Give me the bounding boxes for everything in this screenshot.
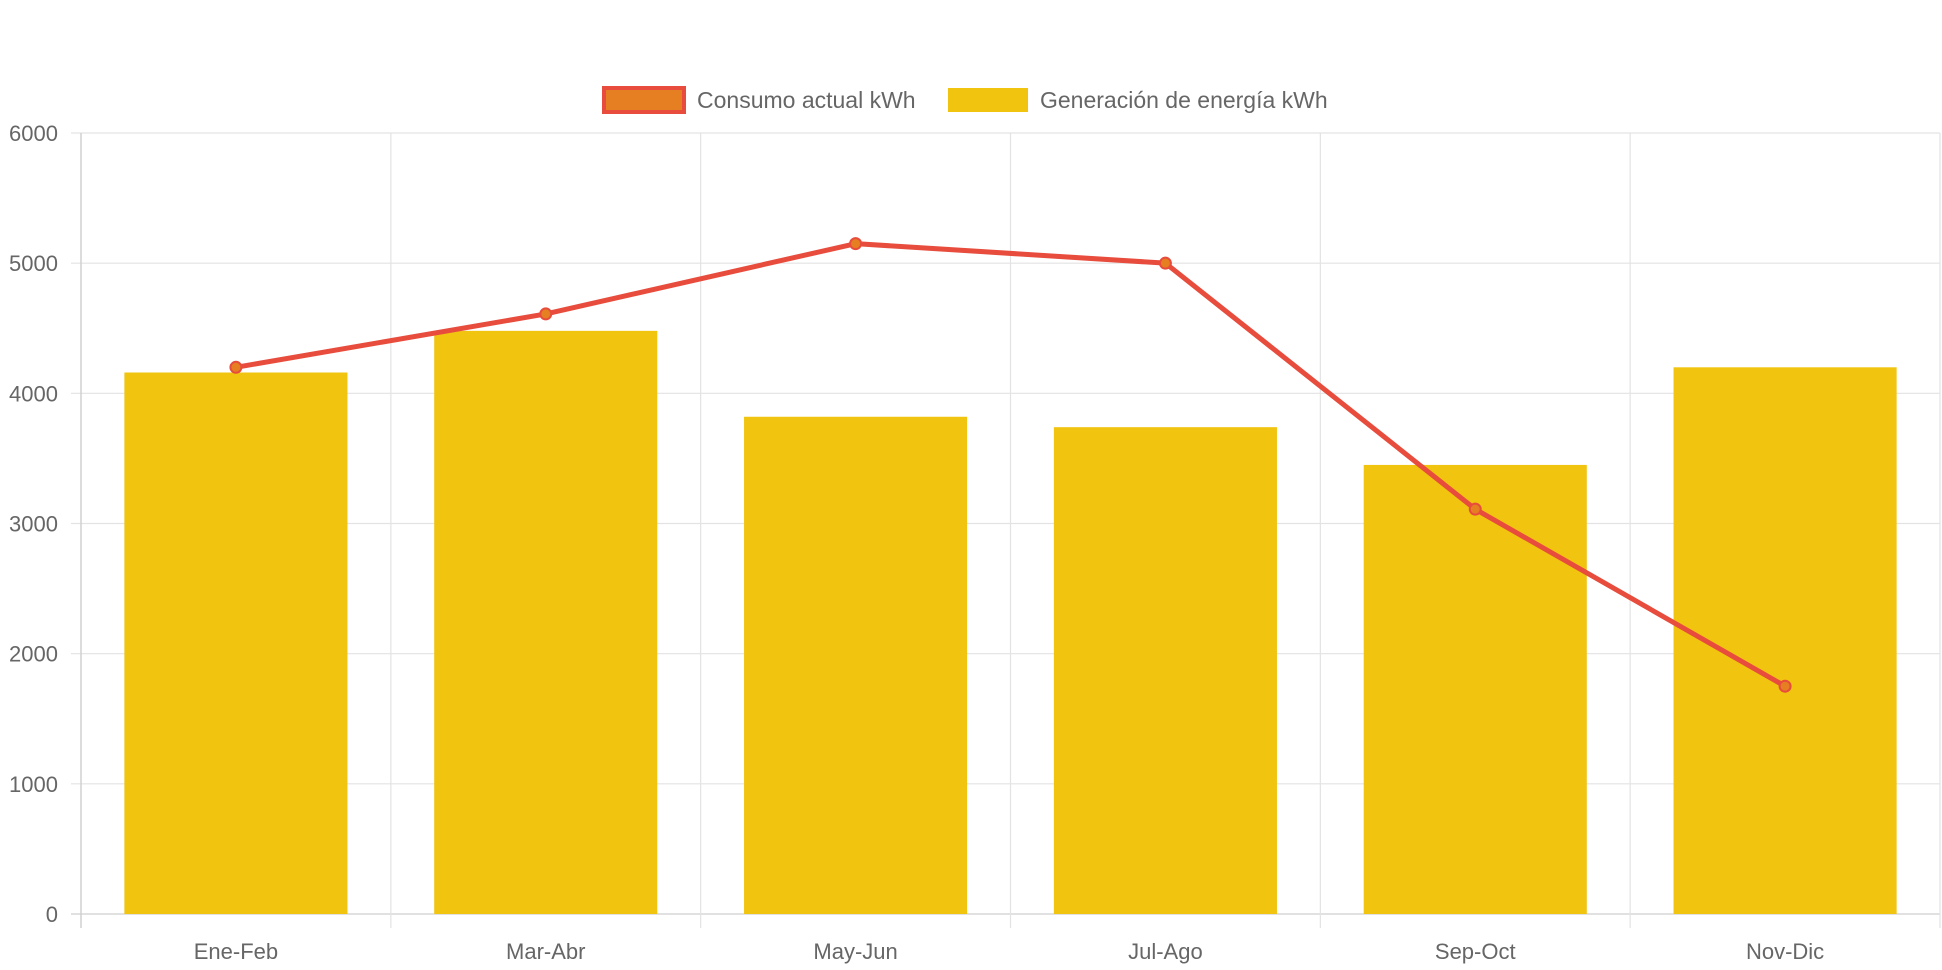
bar-generacion[interactable] [434,330,658,914]
line-layer [229,237,1792,693]
legend-label-generacion[interactable]: Generación de energía kWh [1040,87,1328,113]
bar-generacion[interactable] [1673,367,1897,914]
point-consumo[interactable] [1778,679,1792,693]
x-tick-label: Sep-Oct [1435,939,1516,964]
y-tick-label: 2000 [9,642,58,667]
legend[interactable]: Consumo actual kWh Generación de energía … [602,86,1328,114]
x-tick-label: May-Jun [813,939,897,964]
y-tick-label: 1000 [9,772,58,797]
point-consumo[interactable] [849,237,863,251]
legend-swatch-consumo[interactable] [602,86,686,114]
legend-label-consumo[interactable]: Consumo actual kWh [697,87,916,113]
x-tick-label: Jul-Ago [1128,939,1203,964]
point-consumo[interactable] [1468,502,1482,516]
point-consumo[interactable] [539,307,553,321]
bar-generacion[interactable] [124,372,348,914]
point-consumo[interactable] [229,360,243,374]
grid-layer [71,132,1941,928]
x-tick-label: Nov-Dic [1746,939,1824,964]
bar-generacion[interactable] [1363,464,1587,914]
y-tick-label: 6000 [9,121,58,146]
line-consumo[interactable] [233,241,1788,689]
y-tick-label: 3000 [9,512,58,537]
y-tick-label: 0 [46,902,58,927]
bar-generacion[interactable] [744,416,968,914]
point-consumo[interactable] [1158,256,1172,270]
y-tick-label: 5000 [9,251,58,276]
y-tick-label: 4000 [9,381,58,406]
x-tick-label: Ene-Feb [194,939,278,964]
legend-swatch-generacion[interactable] [948,88,1028,112]
bar-layer [124,330,1897,914]
axis-layer: 0 1000 2000 3000 4000 5000 6000 Ene-Feb Mar-Abr M… [9,121,1824,964]
x-tick-label: Mar-Abr [506,939,585,964]
bar-generacion[interactable] [1053,427,1277,914]
